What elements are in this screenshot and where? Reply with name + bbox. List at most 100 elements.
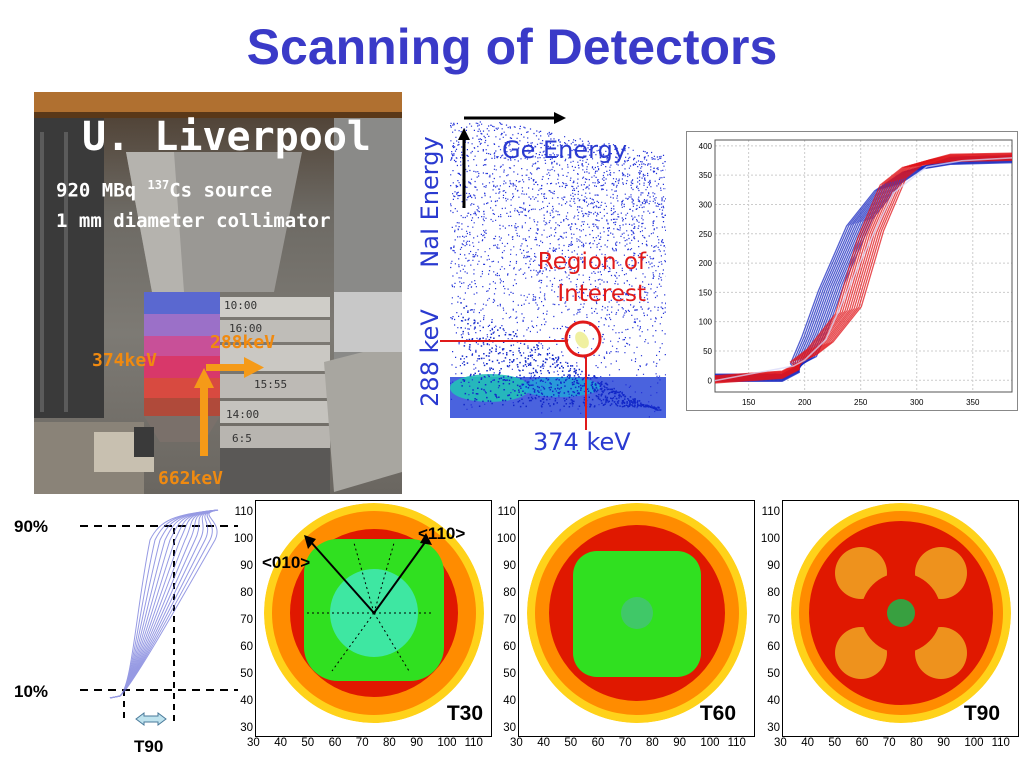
series-line bbox=[715, 162, 1013, 382]
shelf-label: 16:00 bbox=[229, 322, 263, 335]
map-x-tick: 70 bbox=[355, 737, 369, 749]
arrowhead bbox=[420, 533, 432, 545]
scatter-points bbox=[450, 121, 666, 418]
site-label: U. Liverpool bbox=[82, 114, 371, 160]
annotation-010: <010> bbox=[262, 553, 311, 572]
map-x-tick: 80 bbox=[910, 737, 923, 749]
map-t90: T90 bbox=[782, 500, 1019, 737]
pulse-trace bbox=[109, 509, 219, 699]
shelf-label: 10:00 bbox=[224, 299, 258, 312]
map-x-tick: 70 bbox=[882, 737, 896, 749]
compton-band bbox=[460, 302, 662, 411]
y-tick-label: 0 bbox=[708, 376, 713, 385]
series-line bbox=[715, 156, 1013, 377]
map-x-tick: 90 bbox=[673, 737, 686, 749]
map-y-tick: 70 bbox=[503, 614, 516, 626]
map-y-tick: 40 bbox=[240, 695, 253, 707]
hot-region bbox=[520, 377, 600, 397]
pulse-trace bbox=[109, 509, 219, 699]
scatter-noise bbox=[450, 121, 666, 418]
map-y-tick: 80 bbox=[240, 587, 253, 599]
spectrum-scatter bbox=[450, 121, 666, 418]
pulse-trace bbox=[109, 509, 219, 699]
coincidence-spectrum: Ge Energy Region of Interest bbox=[450, 112, 666, 418]
y-tick-label: 250 bbox=[699, 230, 713, 239]
series-line bbox=[715, 154, 1013, 375]
map-x-tick: 50 bbox=[301, 737, 315, 749]
page-title: Scanning of Detectors bbox=[246, 19, 778, 75]
pulse-trace bbox=[109, 509, 219, 699]
map-y-tick: 110 bbox=[761, 506, 780, 518]
map-t30: T30 <110> <010> bbox=[255, 500, 492, 737]
map-x-tick: 60 bbox=[328, 737, 342, 749]
y-marker-288: 288 keV bbox=[416, 309, 444, 407]
series-line bbox=[714, 155, 1013, 380]
pulse-trace bbox=[109, 509, 219, 699]
map-x-tick: 80 bbox=[383, 737, 396, 749]
pulse-trace bbox=[109, 509, 219, 699]
series-line bbox=[715, 155, 1013, 376]
core bbox=[887, 599, 915, 627]
grid bbox=[715, 140, 1012, 392]
crystal-axes bbox=[304, 533, 434, 672]
pulse-traces bbox=[109, 509, 219, 699]
map-x-tick: 30 bbox=[774, 737, 787, 749]
map-y-tick: 90 bbox=[240, 560, 253, 572]
map-x-tick: 110 bbox=[464, 737, 483, 749]
series-line bbox=[714, 157, 1013, 382]
axis-110 bbox=[373, 540, 427, 614]
pulse-trace bbox=[109, 509, 219, 699]
map-y-tick: 40 bbox=[767, 695, 780, 707]
map-y-tick: 90 bbox=[767, 560, 780, 572]
pulse-trace bbox=[109, 509, 219, 699]
x-tick-label: 300 bbox=[910, 398, 924, 407]
series-1 bbox=[714, 152, 1013, 384]
map-x-tick: 110 bbox=[991, 737, 1010, 749]
pulse-shape-chart: 150 200 250 300 350 0 50 100 150 200 250 300 350 400 bbox=[686, 131, 1018, 411]
map-y-tick: 110 bbox=[234, 506, 253, 518]
beam-288-arrowhead bbox=[244, 357, 264, 378]
energy-662-label: 662keV bbox=[158, 468, 224, 489]
y-tick-label: 100 bbox=[699, 318, 713, 327]
pulse-trace bbox=[109, 509, 219, 699]
map-y-tick: 100 bbox=[496, 533, 516, 545]
map-y-tick: 30 bbox=[240, 722, 253, 734]
map-y-tick: 110 bbox=[497, 506, 516, 518]
map-x-tick: 50 bbox=[564, 737, 578, 749]
x-tick-label: 200 bbox=[798, 398, 812, 407]
axis-dotted bbox=[331, 612, 375, 672]
annotation-110: <110> bbox=[418, 524, 466, 543]
beam-288-shaft bbox=[206, 364, 246, 371]
map-x-tick: 40 bbox=[537, 737, 550, 749]
label-t90: T90 bbox=[134, 737, 164, 756]
map-x-tick: 110 bbox=[727, 737, 746, 749]
energy-288-label: 288keV bbox=[210, 332, 276, 353]
pulse-trace bbox=[109, 509, 219, 699]
roi-label: Region of Interest bbox=[537, 249, 646, 307]
y-tick-label: 300 bbox=[699, 200, 713, 209]
shelf-label: 15:55 bbox=[254, 378, 288, 391]
map-y-tick: 30 bbox=[503, 722, 516, 734]
photo-illustration bbox=[34, 92, 402, 494]
ge-energy-label: Ge Energy bbox=[502, 136, 628, 164]
map-y-tick: 100 bbox=[760, 533, 780, 545]
map-t90-svg bbox=[791, 503, 1011, 723]
map-y-tick: 50 bbox=[240, 668, 253, 680]
energy-374-label: 374keV bbox=[92, 350, 158, 371]
pulse-trace bbox=[109, 509, 219, 699]
map-x-tick: 40 bbox=[801, 737, 814, 749]
map-y-tick: 40 bbox=[503, 695, 516, 707]
nai-energy-axis: NaI Energy 288 keV bbox=[410, 108, 446, 407]
map-x-tick: 60 bbox=[591, 737, 605, 749]
t90-double-arrow bbox=[135, 712, 167, 726]
map-y-tick: 90 bbox=[503, 560, 516, 572]
map-label: T30 bbox=[446, 702, 483, 725]
plot-frame bbox=[714, 139, 1013, 393]
pulse-chart-svg: 150 200 250 300 350 0 50 100 150 200 250 300 350 400 bbox=[699, 139, 1013, 407]
beam-arrows bbox=[194, 357, 264, 456]
map-y-tick: 80 bbox=[503, 587, 516, 599]
pulse-trace bbox=[109, 509, 219, 699]
map-y-tick: 50 bbox=[503, 668, 516, 680]
series-line bbox=[715, 156, 1013, 377]
shelf-label: 6:5 bbox=[232, 432, 252, 445]
